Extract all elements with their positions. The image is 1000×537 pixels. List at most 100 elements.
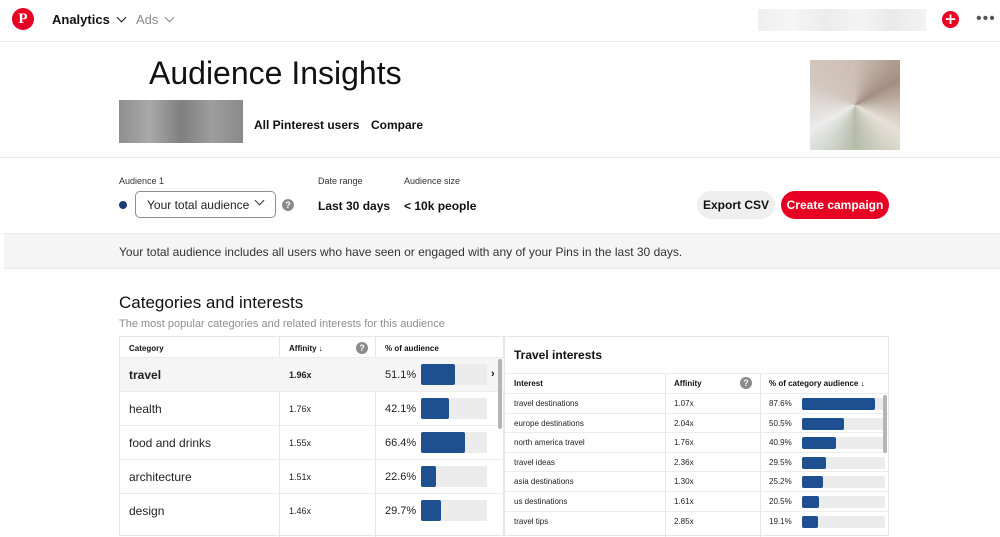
- interest-row[interactable]: europe destinations 2.04x 50.5%: [505, 412, 889, 433]
- interest-name: us destinations: [514, 497, 568, 506]
- interest-row[interactable]: travel destinations 1.07x 87.6%: [505, 393, 889, 413]
- category-row[interactable]: design 1.46x 29.7%: [120, 493, 504, 527]
- column-divider: [665, 374, 666, 537]
- percent-bar: [802, 417, 885, 430]
- interest-name: travel tips: [514, 516, 549, 526]
- more-options-icon[interactable]: •••: [976, 10, 996, 27]
- percent-bar: [421, 398, 487, 419]
- category-name: health: [129, 402, 162, 416]
- percent-bar: [802, 398, 885, 410]
- ads-menu-label: Ads: [136, 12, 159, 27]
- audience-size-value: < 10k people: [404, 199, 477, 213]
- audience-select[interactable]: Your total audience: [135, 191, 276, 218]
- interest-affinity: 2.85x: [674, 516, 694, 526]
- top-navigation-bar: P Analytics Ads + •••: [0, 0, 1000, 42]
- section-title: Categories and interests: [119, 293, 304, 312]
- profile-image-blurred: [810, 60, 900, 150]
- audience-color-dot: [119, 201, 127, 209]
- interest-name: north america travel: [514, 438, 585, 448]
- percent-bar-fill: [421, 500, 441, 521]
- percent-bar-fill: [421, 364, 455, 385]
- column-divider: [760, 374, 761, 537]
- percent-bar-fill: [802, 398, 875, 410]
- interest-name: travel ideas: [514, 457, 555, 467]
- interest-affinity: 2.36x: [674, 457, 694, 467]
- page-title: Audience Insights: [149, 55, 402, 91]
- interest-row[interactable]: asia destinations 1.30x 25.2%: [505, 471, 889, 491]
- category-row[interactable]: health 1.76x 42.1%: [120, 391, 504, 425]
- pinterest-logo-icon[interactable]: P: [12, 8, 34, 30]
- interest-percent: 87.6%: [769, 399, 792, 408]
- column-header-interest[interactable]: Interest: [514, 379, 543, 388]
- column-divider: [279, 337, 280, 537]
- interest-percent: 29.5%: [769, 457, 792, 467]
- audience-label: Audience 1: [119, 176, 165, 186]
- percent-bar: [802, 496, 885, 508]
- interest-affinity: 1.76x: [674, 438, 694, 448]
- chevron-right-icon[interactable]: ›: [491, 368, 495, 380]
- chevron-down-icon: [164, 12, 175, 23]
- category-row[interactable]: architecture 1.51x 22.6%: [120, 459, 504, 493]
- category-name: architecture: [129, 470, 192, 484]
- percent-bar-fill: [802, 456, 827, 469]
- category-name: travel: [129, 368, 162, 382]
- category-percent: 29.7%: [385, 505, 417, 517]
- date-range-value: Last 30 days: [318, 199, 391, 213]
- interest-percent: 40.9%: [769, 438, 792, 448]
- category-percent: 42.1%: [385, 403, 417, 415]
- percent-bar-fill: [802, 417, 844, 430]
- category-percent: 22.6%: [385, 471, 417, 483]
- interest-row[interactable]: travel ideas 2.36x 29.5%: [505, 451, 889, 472]
- scrollbar[interactable]: [498, 359, 502, 429]
- percent-bar: [421, 432, 487, 453]
- category-affinity: 1.51x: [289, 472, 312, 482]
- column-header-percent-category-audience[interactable]: % of category audience ↓: [769, 379, 865, 388]
- interest-percent: 25.2%: [769, 477, 792, 487]
- scrollbar[interactable]: [883, 395, 887, 453]
- interest-row[interactable]: north america travel 1.76x 40.9%: [505, 432, 889, 452]
- create-campaign-button[interactable]: Create campaign: [781, 191, 889, 219]
- audience-select-value: Your total audience: [147, 198, 250, 212]
- column-header-category[interactable]: Category: [129, 344, 164, 353]
- help-icon[interactable]: ?: [740, 377, 752, 389]
- interest-affinity: 1.61x: [674, 497, 694, 506]
- divider: [0, 157, 1000, 158]
- interest-percent: 19.1%: [769, 516, 792, 526]
- percent-bar-fill: [421, 398, 449, 419]
- column-header-percent-audience[interactable]: % of audience: [385, 344, 439, 353]
- export-csv-button[interactable]: Export CSV: [697, 191, 775, 219]
- chevron-down-icon: [254, 195, 265, 206]
- category-affinity: 1.76x: [289, 404, 312, 414]
- analytics-menu[interactable]: Analytics: [52, 12, 127, 27]
- info-banner: Your total audience includes all users w…: [4, 233, 1000, 269]
- percent-bar-fill: [802, 496, 819, 508]
- category-row[interactable]: food and drinks 1.55x 66.4%: [120, 425, 504, 459]
- ads-menu[interactable]: Ads: [136, 12, 175, 27]
- percent-bar-fill: [802, 437, 836, 450]
- chevron-down-icon: [116, 12, 127, 23]
- category-affinity: 1.46x: [289, 506, 312, 516]
- percent-bar: [421, 466, 487, 487]
- category-name: food and drinks: [129, 436, 212, 450]
- interest-affinity: 2.04x: [674, 418, 694, 428]
- interests-table: Travel interests Interest Affinity ? % o…: [504, 336, 889, 537]
- help-icon[interactable]: ?: [282, 199, 294, 211]
- interest-row[interactable]: travel tips 2.85x 19.1%: [505, 510, 889, 531]
- interest-name: europe destinations: [514, 418, 584, 428]
- category-percent: 51.1%: [385, 369, 417, 381]
- tab-all-pinterest-users[interactable]: All Pinterest users: [254, 118, 360, 132]
- interest-affinity: 1.07x: [674, 399, 694, 408]
- percent-bar: [802, 476, 885, 489]
- help-icon[interactable]: ?: [356, 342, 368, 354]
- percent-bar-fill: [421, 432, 465, 453]
- column-header-affinity[interactable]: Affinity: [674, 379, 702, 388]
- account-switcher-blurred[interactable]: [758, 9, 926, 31]
- interest-row[interactable]: us destinations 1.61x 20.5%: [505, 491, 889, 511]
- category-row[interactable]: travel 1.96x 51.1%: [120, 357, 504, 391]
- categories-table: Category Affinity ↓ ? % of audience trav…: [119, 336, 504, 537]
- interest-name: travel destinations: [514, 399, 579, 408]
- percent-bar: [421, 500, 487, 521]
- tab-compare[interactable]: Compare: [371, 118, 424, 132]
- column-header-affinity[interactable]: Affinity ↓: [289, 344, 323, 353]
- create-plus-icon[interactable]: +: [942, 11, 959, 28]
